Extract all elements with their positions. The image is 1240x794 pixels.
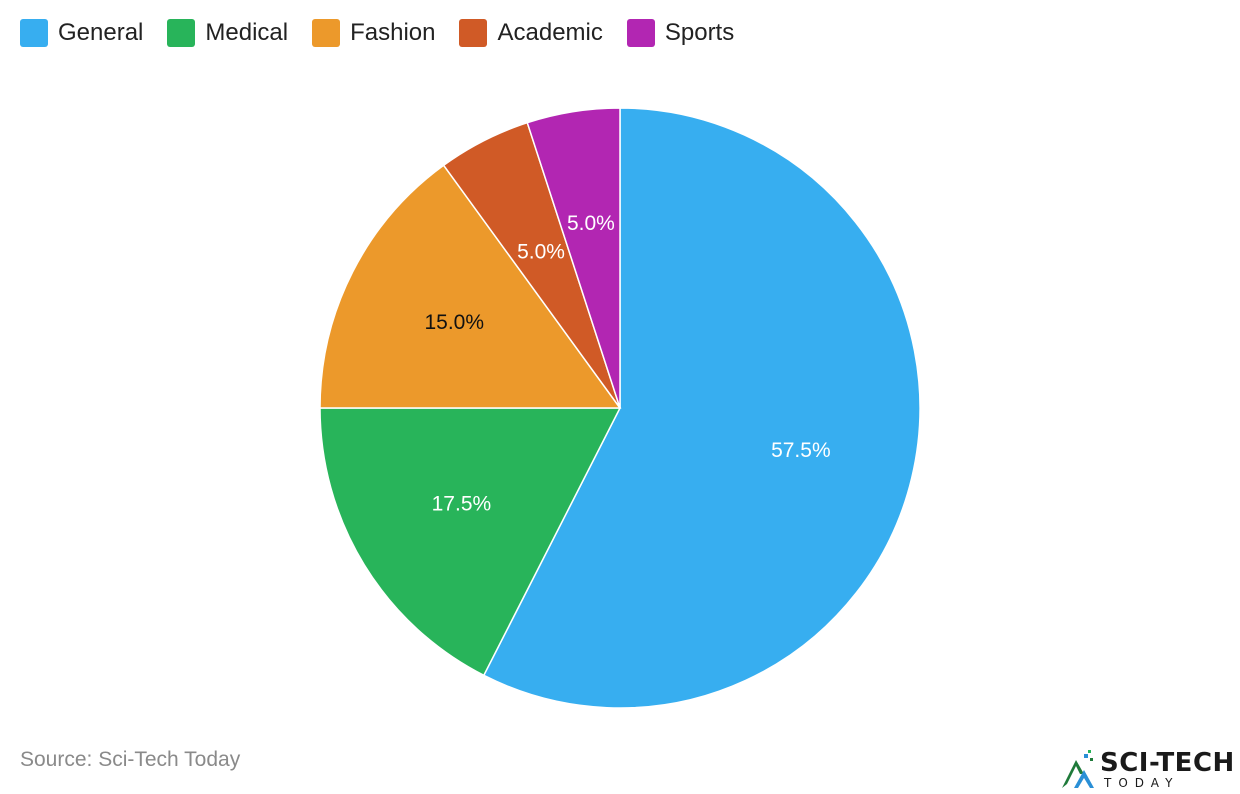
legend-label-medical: Medical [205,19,289,46]
logo-sub-text: TODAY [1104,776,1180,790]
logo-main-text: SCI-TECH [1100,748,1235,778]
pie-slice-fashion[interactable] [319,164,622,409]
source-note: Source: Sci-Tech Today [20,748,241,771]
legend-swatch-academic [459,19,488,47]
logo-mountain-icon [1062,750,1094,788]
pie-label-fashion: 15.0% [424,311,484,334]
legend-label-sports: Sports [664,19,735,46]
pie-slice-sports[interactable] [526,107,621,409]
legend-item-academic[interactable]: Academic [459,18,603,48]
pie-label-academic: 5.0% [517,241,565,264]
legend-swatch-fashion [312,19,341,47]
legend-item-fashion[interactable]: Fashion [312,18,435,48]
legend-label-academic: Academic [497,19,603,46]
pie-slice-medical[interactable] [319,407,622,677]
legend-item-sports[interactable]: Sports [626,18,735,48]
pie-label-general: 57.5% [771,439,831,462]
sci-tech-today-logo: SCI-TECH TODAY [1058,748,1234,792]
legend-item-general[interactable]: General [20,18,143,48]
pie-label-medical: 17.5% [432,493,492,516]
legend-label-fashion: Fashion [350,19,436,46]
legend-swatch-sports [626,19,655,47]
legend-label-general: General [58,19,144,46]
pie-slice-general[interactable] [482,107,921,709]
legend-item-medical[interactable]: Medical [167,18,288,48]
pie-label-sports: 5.0% [567,212,615,235]
chart-legend: General Medical Fashion Academic Sports [20,18,734,48]
legend-swatch-medical [167,19,196,47]
legend-swatch-general [20,19,48,47]
